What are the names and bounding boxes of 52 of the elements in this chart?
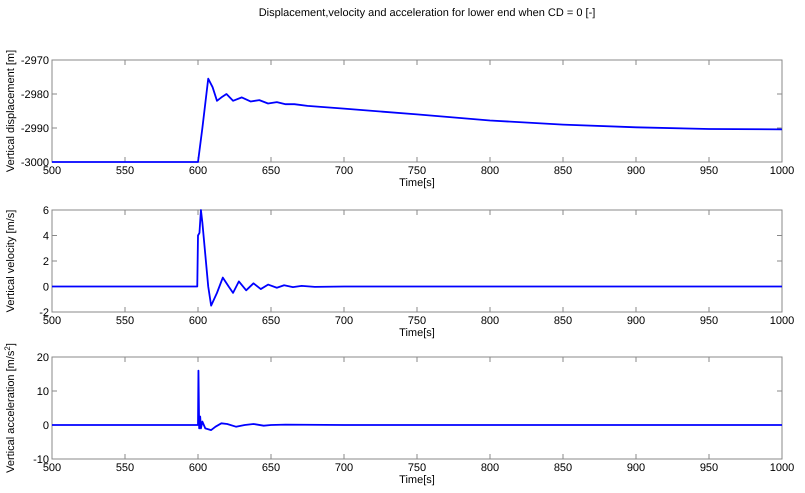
y-tick-label: 6 — [42, 205, 49, 217]
x-tick-label: 900 — [626, 315, 646, 327]
x-tick-label: 700 — [334, 462, 354, 474]
x-tick-label: 550 — [116, 462, 134, 474]
x-tick-label: 800 — [480, 165, 500, 177]
x-tick-label: 700 — [334, 315, 354, 327]
x-tick-label: 900 — [626, 462, 646, 474]
x-axis-title: Time[s] — [399, 177, 435, 189]
x-tick-label: 950 — [700, 315, 718, 327]
y-tick-label: 0 — [42, 420, 49, 432]
line-series — [51, 209, 783, 307]
x-axis-title: Time[s] — [399, 327, 435, 339]
x-tick-label: 500 — [42, 315, 62, 327]
y-tick-label: 4 — [42, 230, 49, 242]
x-tick-label: 950 — [700, 165, 718, 177]
y-tick-label: 0 — [42, 282, 49, 294]
line-series — [51, 370, 783, 431]
x-tick-label: 500 — [42, 462, 62, 474]
y-tick-label: -2970 — [20, 55, 49, 67]
x-tick-label: 1000 — [770, 165, 794, 177]
y-tick-label: 20 — [36, 352, 49, 364]
x-axis-title: Time[s] — [399, 474, 435, 486]
x-tick-label: 1000 — [770, 315, 794, 327]
x-tick-label: 500 — [42, 165, 62, 177]
x-tick-label: 600 — [188, 165, 208, 177]
x-tick-label: 700 — [334, 165, 354, 177]
x-tick-label: 850 — [554, 315, 572, 327]
x-tick-label: 600 — [188, 315, 208, 327]
x-tick-label: 800 — [480, 315, 500, 327]
y-tick-label: -2980 — [20, 89, 49, 101]
y-tick-label: -2990 — [20, 123, 49, 135]
y-axis-title: Vertical displacement [m] — [5, 50, 17, 172]
y-tick-label: 10 — [36, 386, 49, 398]
x-tick-label: 900 — [626, 165, 646, 177]
x-tick-label: 650 — [262, 462, 280, 474]
x-tick-label: 750 — [408, 315, 426, 327]
x-tick-label: 650 — [262, 315, 280, 327]
x-tick-label: 600 — [188, 462, 208, 474]
x-tick-label: 750 — [408, 462, 426, 474]
x-tick-label: 1000 — [770, 462, 794, 474]
x-tick-label: 750 — [408, 165, 426, 177]
x-tick-label: 650 — [262, 165, 280, 177]
x-tick-label: 850 — [554, 165, 572, 177]
line-series — [51, 78, 783, 163]
y-tick-label: 2 — [42, 256, 49, 268]
x-tick-label: 800 — [480, 462, 500, 474]
x-tick-label: 850 — [554, 462, 572, 474]
y-axis-title: Vertical velocity [m/s] — [5, 210, 17, 312]
chart-title: Displacement,velocity and acceleration for lower end when CD = 0 [-] — [258, 7, 596, 19]
x-tick-label: 950 — [700, 462, 718, 474]
x-tick-label: 550 — [116, 315, 134, 327]
x-tick-label: 550 — [116, 165, 134, 177]
